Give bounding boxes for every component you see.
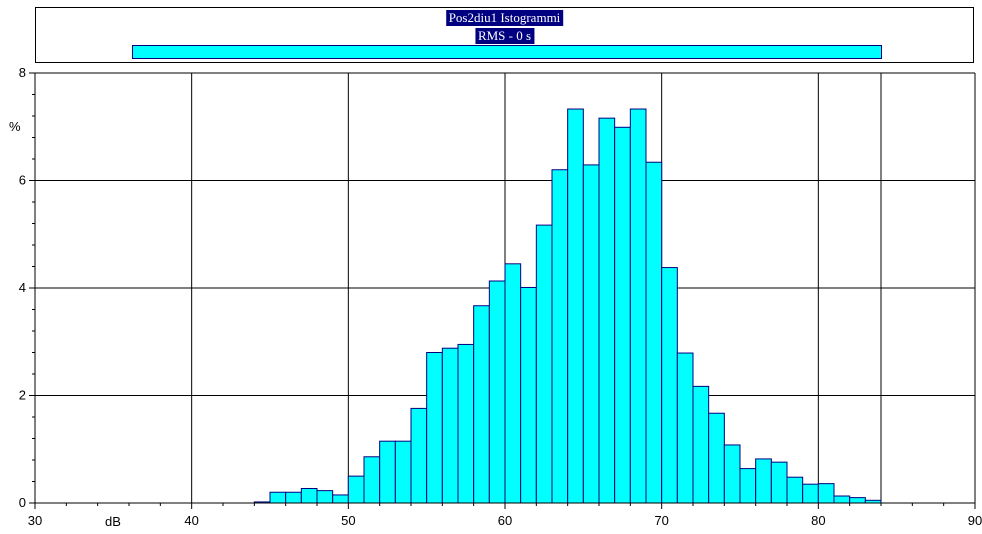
y-tick-label: 2 — [19, 388, 26, 403]
chart-subtitle: RMS - 0 s — [474, 28, 535, 44]
histogram-bar — [817, 483, 835, 504]
histogram-bar — [347, 475, 365, 504]
histogram-bar — [316, 490, 334, 504]
histogram-bar — [410, 407, 428, 504]
histogram-bar — [708, 412, 725, 504]
histogram-bar — [473, 305, 490, 504]
x-tick-label: 30 — [28, 513, 42, 528]
histogram-bar — [488, 280, 506, 504]
histogram-bar — [833, 495, 851, 504]
histogram-bar — [598, 117, 616, 504]
histogram-bar — [363, 456, 381, 504]
histogram-bar — [441, 347, 459, 504]
histogram-bar — [504, 263, 522, 504]
histogram-bar — [770, 461, 788, 504]
time-range-bar — [132, 45, 882, 59]
chart-title: Pos2diu1 Istogrammi — [445, 10, 564, 26]
histogram-bar — [723, 444, 741, 504]
histogram-bar — [755, 458, 772, 504]
histogram-bar — [849, 497, 866, 504]
chart-header: Pos2diu1 Istogrammi RMS - 0 s — [35, 7, 974, 63]
x-tick-label: 50 — [341, 513, 355, 528]
histogram-bar — [394, 440, 412, 504]
histogram-bar — [692, 385, 710, 504]
y-tick-label: 6 — [19, 173, 26, 188]
x-tick-label: 80 — [811, 513, 825, 528]
histogram-bar — [269, 491, 287, 504]
histogram-bar — [567, 108, 584, 504]
histogram-bar — [285, 491, 302, 504]
histogram-bar — [661, 267, 678, 504]
y-tick-label: 8 — [19, 65, 26, 80]
histogram-bar — [535, 224, 553, 504]
histogram-bar — [426, 352, 443, 504]
x-tick-label: 40 — [184, 513, 198, 528]
axis-ticks: 0 2 4 6 8 30 40 50 60 70 80 90 — [19, 65, 982, 528]
histogram-bar — [802, 483, 819, 504]
y-tick-label: 4 — [19, 280, 26, 295]
histogram-bar — [786, 476, 804, 504]
histogram-bar — [629, 108, 647, 504]
x-axis-label: dB — [105, 514, 121, 529]
x-tick-label: 90 — [968, 513, 982, 528]
x-tick-label: 60 — [498, 513, 512, 528]
x-tick-label: 70 — [654, 513, 668, 528]
histogram-bar — [614, 126, 631, 504]
y-axis-label: % — [9, 119, 21, 134]
y-tick-label: 0 — [19, 495, 26, 510]
histogram-bar — [551, 169, 569, 504]
histogram-bar — [379, 440, 396, 504]
histogram-bar — [332, 494, 349, 504]
histogram-bar — [300, 487, 318, 504]
histogram-bar — [645, 161, 663, 504]
histogram-bar — [676, 352, 694, 504]
histogram-bar — [520, 286, 537, 504]
histogram-bars — [253, 108, 882, 504]
histogram-bar — [457, 343, 475, 504]
histogram-bar — [739, 468, 757, 504]
histogram-bar — [582, 164, 600, 504]
